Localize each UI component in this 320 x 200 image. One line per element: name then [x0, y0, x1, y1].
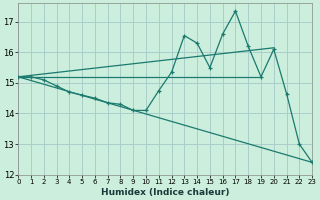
X-axis label: Humidex (Indice chaleur): Humidex (Indice chaleur)	[101, 188, 229, 197]
